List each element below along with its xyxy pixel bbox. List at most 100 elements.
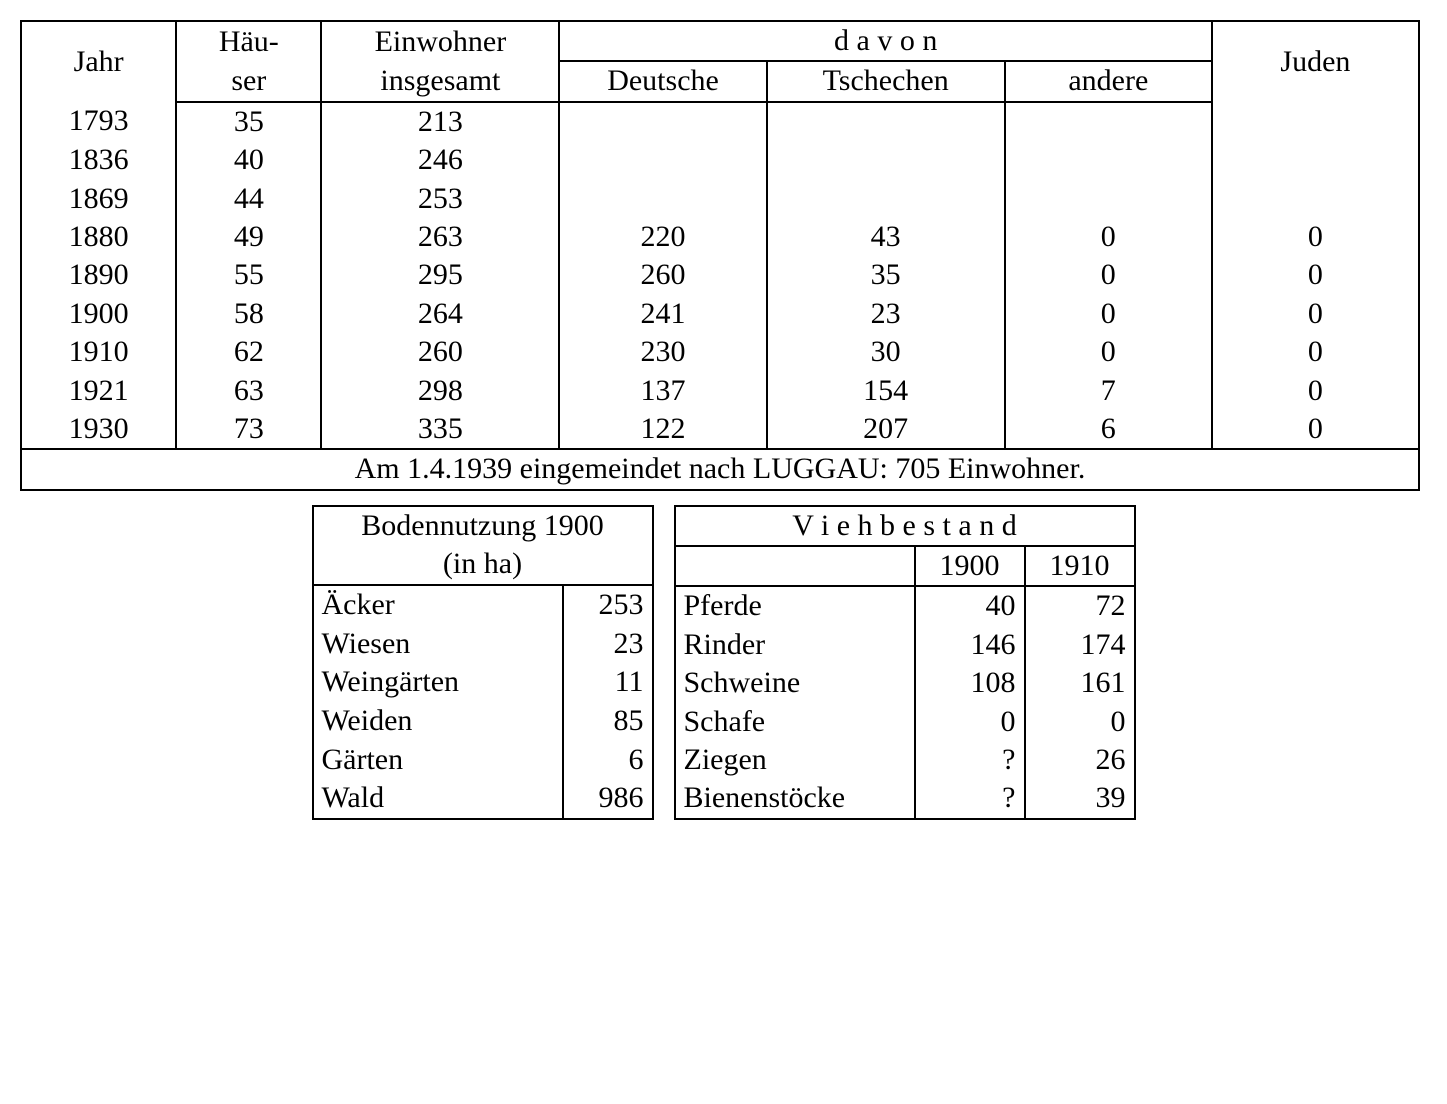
population-cell: 264 [321,295,559,333]
vieh-1910: 161 [1025,664,1135,702]
hdr-haeuser-l1: Häu- [176,21,321,61]
population-cell: 122 [559,410,766,449]
vieh-label: Schweine [675,664,915,702]
population-cell [1005,141,1212,179]
population-cell: 1900 [21,295,176,333]
population-cell: 0 [1005,218,1212,256]
population-cell [1212,180,1419,218]
population-cell: 0 [1212,410,1419,449]
population-cell: 230 [559,333,766,371]
population-cell: 35 [767,256,1005,294]
boden-label: Gärten [313,740,563,779]
vieh-1910: 174 [1025,626,1135,664]
population-cell: 58 [176,295,321,333]
population-cell [1005,180,1212,218]
vieh-title: V i e h b e s t a n d [675,506,1135,546]
population-cell: 6 [1005,410,1212,449]
vieh-1910: 26 [1025,741,1135,779]
population-cell: 1930 [21,410,176,449]
boden-title-l2: (in ha) [313,545,653,585]
population-cell: 1921 [21,372,176,410]
population-cell: 137 [559,372,766,410]
vieh-1910: 72 [1025,586,1135,625]
population-cell: 73 [176,410,321,449]
population-cell: 0 [1212,218,1419,256]
population-cell: 220 [559,218,766,256]
population-cell: 241 [559,295,766,333]
boden-label: Äcker [313,585,563,625]
population-cell: 1890 [21,256,176,294]
hdr-andere: andere [1005,61,1212,101]
hdr-einw-l1: Einwohner [321,21,559,61]
vieh-1900: 0 [915,703,1025,741]
vieh-1900: ? [915,779,1025,818]
population-cell: 263 [321,218,559,256]
population-cell: 55 [176,256,321,294]
vieh-year2: 1910 [1025,546,1135,586]
population-cell: 295 [321,256,559,294]
population-cell [767,180,1005,218]
vieh-label: Schafe [675,703,915,741]
population-cell: 43 [767,218,1005,256]
population-cell: 0 [1212,256,1419,294]
hdr-davon: d a v o n [559,21,1211,61]
population-cell: 49 [176,218,321,256]
population-cell: 1869 [21,180,176,218]
livestock-table: V i e h b e s t a n d 1900 1910 Pferde40… [674,505,1136,820]
boden-label: Weingärten [313,663,563,702]
population-cell: 0 [1212,372,1419,410]
boden-value: 85 [563,702,653,741]
population-cell: 246 [321,141,559,179]
population-cell: 260 [559,256,766,294]
vieh-1900: 146 [915,626,1025,664]
population-cell [767,102,1005,141]
population-cell [559,141,766,179]
population-cell: 0 [1212,295,1419,333]
boden-label: Wald [313,779,563,819]
population-cell: 1880 [21,218,176,256]
population-cell: 1836 [21,141,176,179]
population-cell: 23 [767,295,1005,333]
population-cell: 1793 [21,102,176,141]
population-cell: 7 [1005,372,1212,410]
vieh-1900: ? [915,741,1025,779]
boden-value: 986 [563,779,653,819]
population-cell: 207 [767,410,1005,449]
population-cell: 335 [321,410,559,449]
population-cell [559,180,766,218]
hdr-juden: Juden [1212,21,1419,102]
population-cell: 154 [767,372,1005,410]
vieh-label: Bienenstöcke [675,779,915,818]
population-cell: 44 [176,180,321,218]
population-cell: 63 [176,372,321,410]
population-cell: 62 [176,333,321,371]
vieh-1910: 0 [1025,703,1135,741]
population-cell: 0 [1212,333,1419,371]
boden-value: 23 [563,625,653,664]
population-cell: 298 [321,372,559,410]
vieh-1900: 40 [915,586,1025,625]
population-cell: 253 [321,180,559,218]
population-cell: 0 [1005,256,1212,294]
population-cell: 35 [176,102,321,141]
vieh-year1: 1900 [915,546,1025,586]
boden-value: 11 [563,663,653,702]
population-cell: 260 [321,333,559,371]
population-cell: 213 [321,102,559,141]
population-cell: 0 [1005,295,1212,333]
population-cell: 1910 [21,333,176,371]
population-table: Jahr Häu- Einwohner d a v o n Juden ser … [20,20,1420,491]
hdr-einw-l2: insgesamt [321,61,559,101]
population-footnote: Am 1.4.1939 eingemeindet nach LUGGAU: 70… [21,449,1419,489]
vieh-label: Pferde [675,586,915,625]
boden-title-l1: Bodennutzung 1900 [313,506,653,546]
population-cell: 0 [1005,333,1212,371]
population-cell [559,102,766,141]
hdr-haeuser-l2: ser [176,61,321,101]
boden-label: Weiden [313,702,563,741]
land-use-table: Bodennutzung 1900 (in ha) Äcker253Wiesen… [312,505,654,820]
hdr-tschechen: Tschechen [767,61,1005,101]
vieh-1900: 108 [915,664,1025,702]
population-cell [1212,102,1419,141]
boden-label: Wiesen [313,625,563,664]
